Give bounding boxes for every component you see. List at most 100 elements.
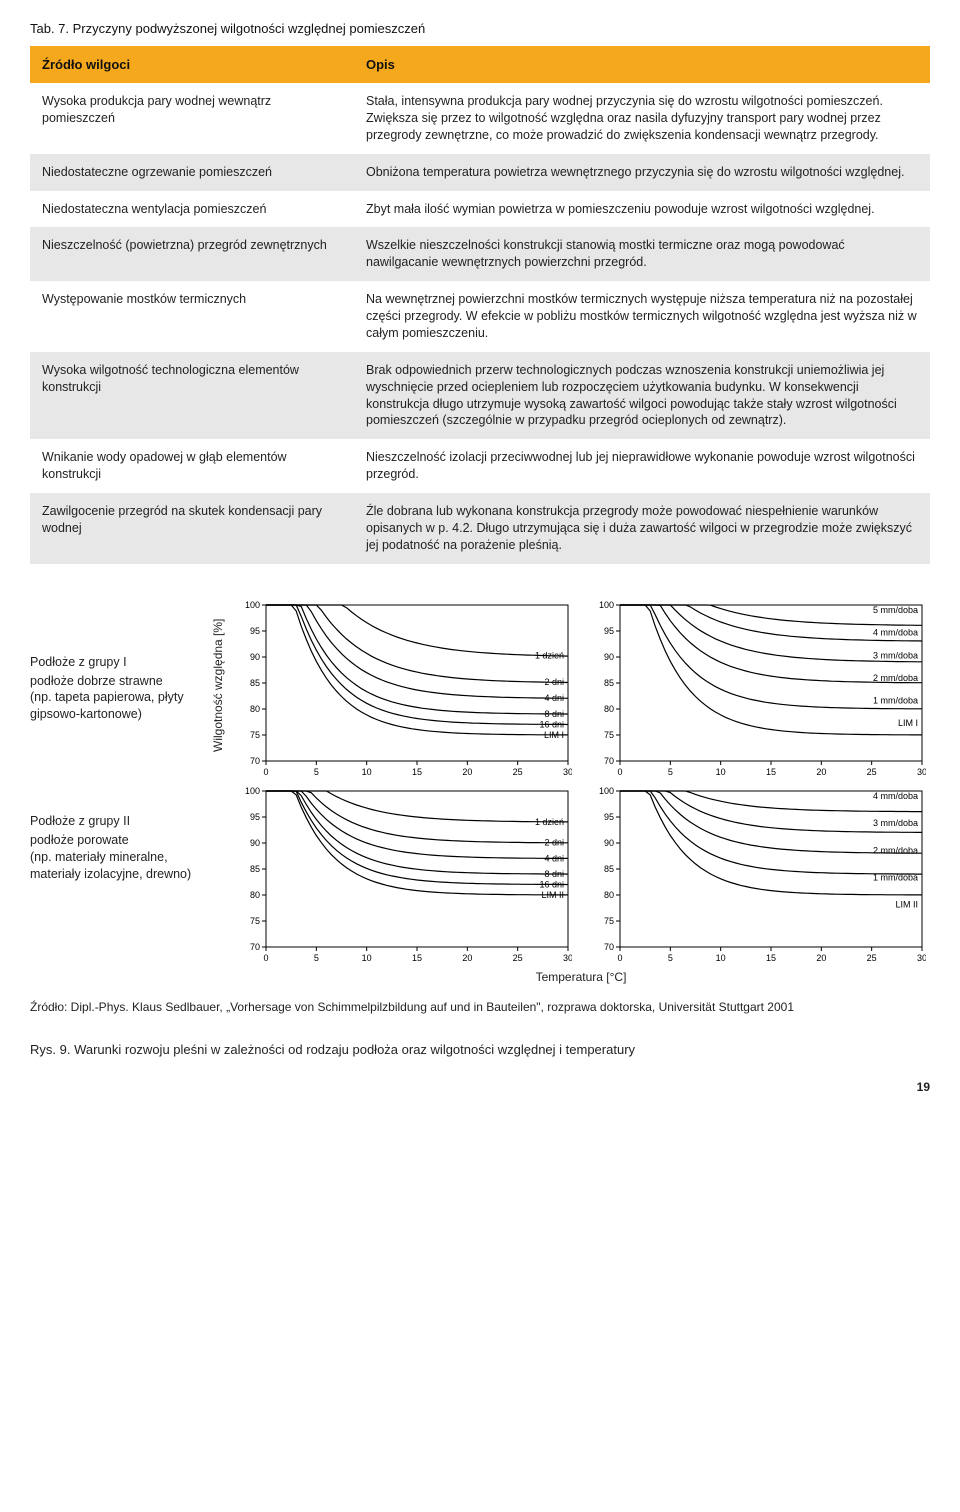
curve-label: 16 dni <box>539 879 564 889</box>
svg-text:0: 0 <box>263 767 268 777</box>
chart-cell: 7075808590951000510152025301 dzień2 dni4… <box>232 599 576 779</box>
table-row: Wysoka produkcja pary wodnej wewnątrz po… <box>30 83 930 154</box>
svg-text:10: 10 <box>362 953 372 963</box>
svg-text:95: 95 <box>250 626 260 636</box>
table-cell-source: Wysoka produkcja pary wodnej wewnątrz po… <box>30 83 354 154</box>
group-2-sub: podłoże porowate <box>30 832 220 849</box>
curve-label: 8 dni <box>544 869 564 879</box>
curve-label: LIM II <box>541 890 564 900</box>
table-cell-desc: Źle dobrana lub wykonana konstrukcja prz… <box>354 493 930 564</box>
svg-text:90: 90 <box>250 652 260 662</box>
chart-panel-TL: 7075808590951000510152025301 dzień2 dni4… <box>232 599 572 779</box>
svg-text:80: 80 <box>604 890 614 900</box>
svg-text:70: 70 <box>604 756 614 766</box>
svg-text:5: 5 <box>668 953 673 963</box>
svg-text:0: 0 <box>617 767 622 777</box>
svg-text:85: 85 <box>250 864 260 874</box>
chart-panel-TR: 7075808590951000510152025305 mm/doba4 mm… <box>586 599 926 779</box>
group-2-title: Podłoże z grupy II <box>30 813 220 830</box>
chart-cell: 7075808590951000510152025304 mm/doba3 mm… <box>586 785 930 965</box>
table-row: Niedostateczna wentylacja pomieszczeńZby… <box>30 191 930 228</box>
group-1-sub: podłoże dobrze strawne <box>30 673 220 690</box>
table-cell-desc: Na wewnętrznej powierzchni mostków termi… <box>354 281 930 352</box>
curve-label: 8 dni <box>544 709 564 719</box>
table-cell-desc: Wszelkie nieszczelności konstrukcji stan… <box>354 227 930 281</box>
table-row: Zawilgocenie przegród na skutek kondensa… <box>30 493 930 564</box>
svg-text:75: 75 <box>604 916 614 926</box>
table-cell-desc: Stała, intensywna produkcja pary wodnej … <box>354 83 930 154</box>
curve-label: LIM II <box>895 899 918 909</box>
svg-text:20: 20 <box>462 953 472 963</box>
svg-text:15: 15 <box>412 767 422 777</box>
svg-text:10: 10 <box>362 767 372 777</box>
table-cell-source: Niedostateczne ogrzewanie pomieszczeń <box>30 154 354 191</box>
svg-text:100: 100 <box>599 600 614 610</box>
svg-text:15: 15 <box>412 953 422 963</box>
svg-text:80: 80 <box>250 704 260 714</box>
chart-panel-BL: 7075808590951000510152025301 dzień2 dni4… <box>232 785 572 965</box>
chart-cell: 7075808590951000510152025301 dzień2 dni4… <box>232 785 576 965</box>
table-cell-source: Wysoka wilgotność technologiczna element… <box>30 352 354 440</box>
svg-text:25: 25 <box>513 953 523 963</box>
svg-text:70: 70 <box>604 942 614 952</box>
svg-text:30: 30 <box>563 767 572 777</box>
curve-label: 4 dni <box>544 853 564 863</box>
svg-text:75: 75 <box>250 916 260 926</box>
table-cell-source: Nieszczelność (powietrzna) przegród zewn… <box>30 227 354 281</box>
table-cell-desc: Nieszczelność izolacji przeciwwodnej lub… <box>354 439 930 493</box>
group-2-example: (np. materiały mineralne, materiały izol… <box>30 849 220 883</box>
table-cell-source: Niedostateczna wentylacja pomieszczeń <box>30 191 354 228</box>
svg-text:70: 70 <box>250 942 260 952</box>
table-cell-desc: Obniżona temperatura powietrza wewnętrzn… <box>354 154 930 191</box>
table-cell-source: Zawilgocenie przegród na skutek kondensa… <box>30 493 354 564</box>
curve-label: 4 dni <box>544 693 564 703</box>
curve-label: LIM I <box>544 730 564 740</box>
table-main: Źródło wilgoci Opis Wysoka produkcja par… <box>30 46 930 564</box>
svg-text:20: 20 <box>462 767 472 777</box>
source-text: Źródło: Dipl.-Phys. Klaus Sedlbauer, „Vo… <box>30 999 930 1015</box>
svg-text:15: 15 <box>766 953 776 963</box>
group-1-title: Podłoże z grupy I <box>30 654 220 671</box>
svg-text:10: 10 <box>716 953 726 963</box>
group-2: Podłoże z grupy II podłoże porowate (np.… <box>30 813 220 883</box>
chart-section: Podłoże z grupy I podłoże dobrze strawne… <box>30 599 930 985</box>
curve-label: 16 dni <box>539 719 564 729</box>
svg-text:95: 95 <box>250 812 260 822</box>
page-number: 19 <box>30 1079 930 1095</box>
svg-text:5: 5 <box>314 953 319 963</box>
svg-text:5: 5 <box>314 767 319 777</box>
svg-text:75: 75 <box>250 730 260 740</box>
svg-text:10: 10 <box>716 767 726 777</box>
table-row: Wnikanie wody opadowej w głąb elementów … <box>30 439 930 493</box>
svg-text:30: 30 <box>563 953 572 963</box>
svg-text:0: 0 <box>617 953 622 963</box>
svg-text:75: 75 <box>604 730 614 740</box>
svg-text:30: 30 <box>917 767 926 777</box>
svg-text:30: 30 <box>917 953 926 963</box>
svg-text:20: 20 <box>816 767 826 777</box>
svg-text:90: 90 <box>250 838 260 848</box>
svg-text:5: 5 <box>668 767 673 777</box>
group-1-example: (np. tapeta papierowa, płyty gipsowo-kar… <box>30 689 220 723</box>
svg-text:25: 25 <box>867 767 877 777</box>
svg-text:25: 25 <box>513 767 523 777</box>
x-axis-label: Temperatura [°C] <box>232 969 930 985</box>
curve-label: 3 mm/doba <box>873 818 918 828</box>
svg-text:90: 90 <box>604 838 614 848</box>
svg-text:0: 0 <box>263 953 268 963</box>
svg-text:70: 70 <box>250 756 260 766</box>
figure-caption: Rys. 9. Warunki rozwoju pleśni w zależno… <box>30 1041 930 1059</box>
svg-text:95: 95 <box>604 812 614 822</box>
svg-text:90: 90 <box>604 652 614 662</box>
curve-label: 3 mm/doba <box>873 650 918 660</box>
table-cell-desc: Brak odpowiednich przerw technologicznyc… <box>354 352 930 440</box>
svg-text:85: 85 <box>604 864 614 874</box>
table-row: Wysoka wilgotność technologiczna element… <box>30 352 930 440</box>
curve-label: 4 mm/doba <box>873 791 918 801</box>
chart-grid: 7075808590951000510152025301 dzień2 dni4… <box>232 599 930 965</box>
chart-panel-BR: 7075808590951000510152025304 mm/doba3 mm… <box>586 785 926 965</box>
table-row: Występowanie mostków termicznychNa wewnę… <box>30 281 930 352</box>
svg-text:100: 100 <box>245 600 260 610</box>
th-source: Źródło wilgoci <box>30 46 354 84</box>
th-desc: Opis <box>354 46 930 84</box>
